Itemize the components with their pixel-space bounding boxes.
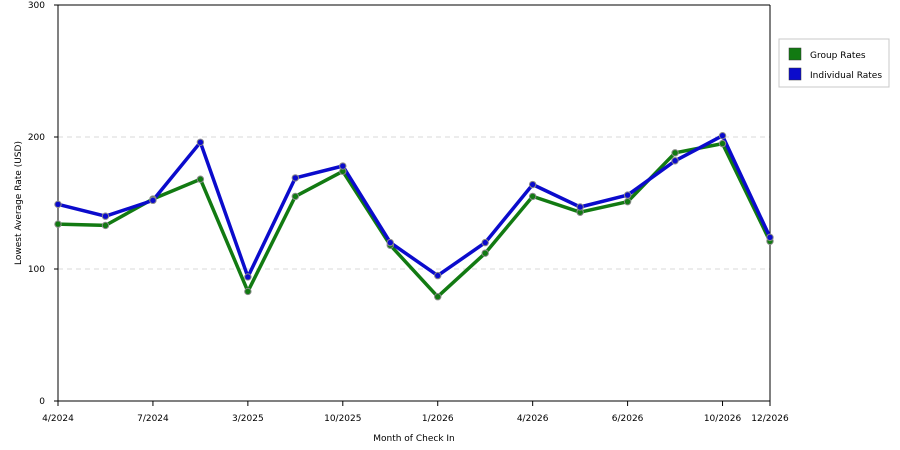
x-tick-label: 12/2026: [751, 414, 789, 424]
y-axis-ticks: 0 100 200 300: [28, 1, 58, 407]
legend-box: [778, 38, 890, 88]
grid-lines: [58, 136, 770, 270]
data-point: [244, 287, 252, 296]
axes: [57, 4, 771, 402]
series-points: [54, 131, 774, 301]
x-tick-label: 7/2024: [137, 414, 169, 424]
data-point: [528, 192, 537, 201]
x-tick-label: 3/2025: [232, 414, 264, 424]
x-tick-label: 10/2025: [324, 414, 361, 424]
y-tick-label: 300: [28, 1, 45, 11]
x-axis-title: Month of Check In: [373, 434, 455, 444]
data-point: [718, 139, 727, 148]
data-point: [623, 191, 632, 199]
data-point: [528, 180, 537, 189]
legend-label: Individual Rates: [810, 71, 882, 81]
data-point: [54, 200, 62, 209]
data-point: [291, 192, 300, 201]
legend: Group Rates Individual Rates: [778, 38, 890, 88]
data-point: [671, 157, 679, 165]
data-point: [196, 138, 205, 146]
y-tick-label: 0: [39, 397, 45, 407]
data-point: [291, 174, 300, 182]
legend-swatch: [788, 67, 802, 81]
y-axis-title: Lowest Average Rate (USD): [14, 141, 24, 265]
data-point: [339, 162, 347, 170]
series-line-0: [57, 141, 772, 299]
data-point: [434, 293, 442, 301]
series-line-1: [57, 133, 772, 279]
data-point: [766, 233, 774, 242]
data-point: [101, 212, 110, 220]
x-tick-label: 4/2026: [517, 414, 549, 424]
data-point: [481, 249, 489, 257]
legend-swatch: [788, 47, 802, 61]
data-point: [101, 221, 110, 230]
y-tick-label: 100: [28, 265, 45, 275]
data-point: [718, 131, 727, 140]
data-point: [623, 197, 632, 206]
legend-label: Group Rates: [810, 51, 866, 61]
data-point: [481, 238, 489, 247]
data-point: [576, 203, 584, 211]
data-point: [149, 196, 157, 205]
data-point: [434, 271, 442, 280]
series-lines: [57, 133, 772, 299]
x-tick-label: 1/2026: [422, 414, 454, 424]
data-point: [54, 220, 62, 228]
data-point: [671, 149, 679, 157]
data-point: [244, 273, 252, 281]
x-tick-label: 6/2026: [612, 414, 644, 424]
y-tick-label: 200: [28, 133, 45, 143]
x-axis-ticks: 4/2024 7/2024 3/2025 10/2025 1/2026 4/2026 6/2…: [42, 401, 789, 424]
data-point: [386, 238, 394, 247]
x-tick-label: 4/2024: [42, 414, 74, 424]
data-point: [196, 175, 205, 183]
x-tick-label: 10/2026: [704, 414, 742, 424]
